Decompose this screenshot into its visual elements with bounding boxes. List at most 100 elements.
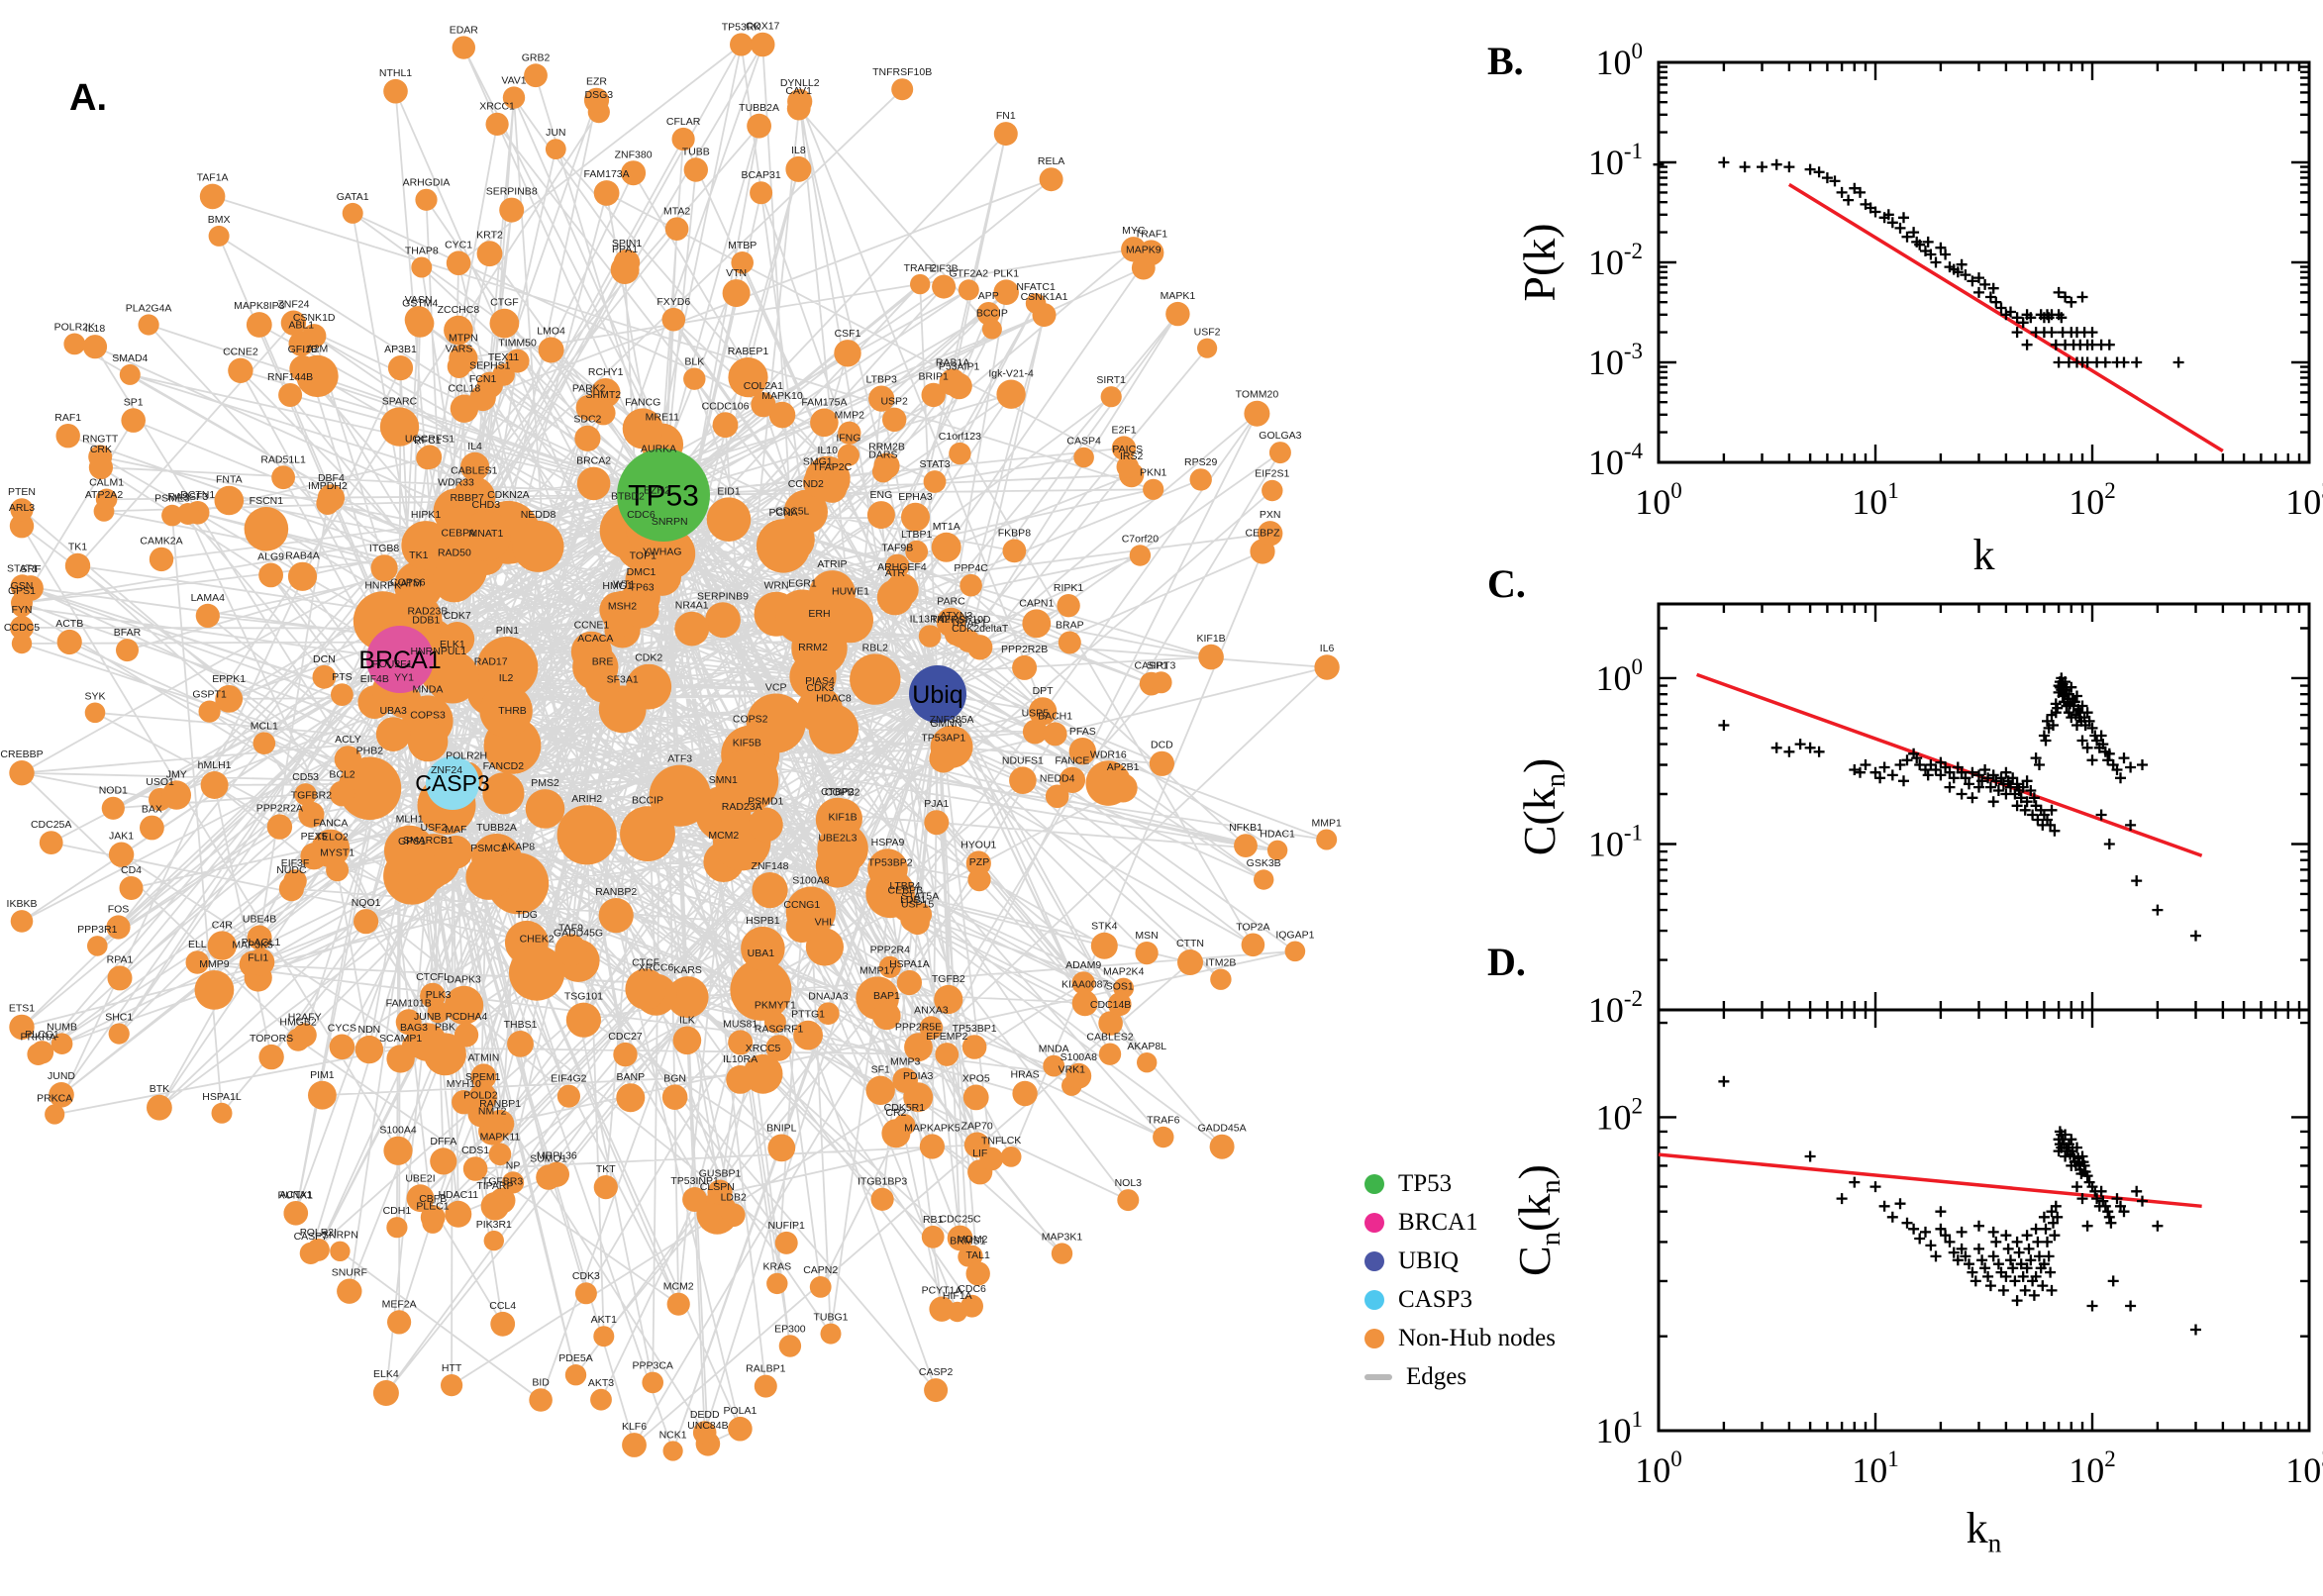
network-node-label: LTBP3 bbox=[866, 374, 897, 386]
network-node-label: E2F1 bbox=[1111, 424, 1136, 436]
network-node-label: LCK bbox=[1001, 1135, 1021, 1147]
tp53-swatch bbox=[1364, 1174, 1384, 1194]
network-node-label: SHMT2 bbox=[586, 389, 622, 401]
network-node-label: VAV1 bbox=[501, 74, 526, 86]
network-node-label: RNGTT bbox=[82, 433, 119, 445]
network-node bbox=[1098, 1043, 1122, 1065]
network-node bbox=[712, 412, 739, 439]
network-node bbox=[967, 635, 993, 660]
network-node bbox=[108, 1023, 130, 1045]
network-node bbox=[683, 157, 708, 182]
network-node-label: CEBPA bbox=[441, 527, 475, 539]
network-node bbox=[662, 1441, 683, 1461]
network-node bbox=[682, 1187, 708, 1212]
network-node-label: MCL1 bbox=[251, 720, 278, 732]
tick-label: 10-2 bbox=[1588, 239, 1643, 282]
network-node-label: HNRNPUL1 bbox=[410, 646, 466, 657]
network-node-label: MMP3 bbox=[890, 1055, 920, 1067]
network-node-label: DCTN1 bbox=[180, 489, 215, 501]
network-node bbox=[809, 1276, 832, 1298]
network-node bbox=[329, 780, 355, 807]
network-node-label: TP63 bbox=[630, 581, 655, 593]
network-node-label: SPIN1 bbox=[612, 238, 643, 249]
network-node bbox=[949, 442, 971, 465]
network-node bbox=[228, 357, 253, 383]
network-node-label: EFEMP2 bbox=[926, 1031, 967, 1043]
network-node-label: RAD23B bbox=[407, 606, 448, 618]
network-node-label: NQO1 bbox=[352, 897, 381, 909]
network-node-label: GADD45G bbox=[554, 928, 603, 940]
network-node-label: ITGB1BP3 bbox=[858, 1176, 907, 1188]
network-node-label: POLR2K bbox=[54, 321, 95, 333]
network-node bbox=[1314, 654, 1340, 680]
network-node-label: ETS1 bbox=[9, 1003, 35, 1015]
network-node bbox=[868, 385, 895, 412]
network-node-label: TAF1A bbox=[197, 172, 229, 184]
network-node-label: RCHY1 bbox=[588, 366, 624, 378]
network-node-label: PIN1 bbox=[496, 625, 520, 637]
network-node-label: TRAF2 bbox=[904, 262, 937, 274]
network-node-label: IL13RA2 bbox=[910, 613, 951, 625]
network-node bbox=[507, 1031, 534, 1057]
tick-label: 100 bbox=[1635, 1446, 1682, 1490]
legend-item-label: UBIQ bbox=[1398, 1247, 1460, 1274]
network-node-label: ACTA1 bbox=[279, 1189, 312, 1201]
network-node bbox=[55, 424, 80, 449]
network-node bbox=[1165, 301, 1190, 327]
network-node-label: VARS bbox=[446, 343, 473, 354]
network-node bbox=[386, 1217, 408, 1239]
network-node bbox=[900, 906, 927, 933]
network-node-label: DYNLL2 bbox=[780, 77, 820, 89]
network-node-label: WDR33 bbox=[438, 476, 474, 488]
network-node bbox=[107, 965, 133, 991]
network-node bbox=[1177, 949, 1203, 975]
network-node-label: CSNK1D bbox=[293, 312, 336, 324]
network-node bbox=[299, 1242, 322, 1264]
network-node-label: PLK3 bbox=[426, 989, 452, 1001]
network-node bbox=[258, 1044, 284, 1070]
plot-frame bbox=[1657, 1008, 2311, 1433]
network-node-label: MNAT1 bbox=[468, 528, 503, 540]
network-node-label: MSN bbox=[1135, 930, 1158, 942]
network-node-label: BRE bbox=[592, 656, 614, 668]
network-node bbox=[962, 1084, 989, 1111]
network-node-label: STK4 bbox=[1091, 921, 1117, 933]
network-node-label: TELO2 bbox=[316, 832, 349, 844]
network-node bbox=[904, 1033, 933, 1062]
network-node-label: GATA1 bbox=[337, 191, 369, 203]
network-node bbox=[1100, 386, 1122, 408]
network-node-label: BID bbox=[532, 1376, 550, 1388]
network-node-label: KIF5B bbox=[733, 738, 761, 749]
network-node-label: HSPB1 bbox=[746, 915, 780, 927]
network-node-label: CTCFL bbox=[416, 971, 450, 983]
network-node bbox=[817, 1002, 840, 1025]
network-node-label: TAF9B bbox=[881, 543, 913, 554]
network-node-label: POU2F1 bbox=[372, 658, 413, 670]
network-node-label: SPARC bbox=[382, 396, 418, 408]
network-node-label: MAPKAPK5 bbox=[904, 1122, 960, 1134]
network-node bbox=[1051, 1243, 1073, 1264]
network-node-label: IL8 bbox=[791, 145, 806, 156]
network-node-label: STAT5A bbox=[901, 891, 939, 903]
network-node bbox=[1085, 760, 1132, 806]
network-node-label: MYST1 bbox=[320, 847, 354, 858]
network-node bbox=[271, 465, 295, 490]
tick-label: 102 bbox=[2069, 1446, 2116, 1490]
network-node-label: COL2A1 bbox=[744, 380, 783, 392]
network-node-label: BRIP1 bbox=[919, 371, 950, 383]
network-node bbox=[976, 302, 1000, 326]
network-node-label: STAT1 bbox=[7, 562, 38, 574]
network-node bbox=[834, 340, 861, 367]
network-node-label: EP300 bbox=[774, 1323, 806, 1335]
network-node-label: CCNE1 bbox=[574, 620, 610, 632]
network-node-label: UBE4B bbox=[243, 914, 276, 926]
network-node bbox=[1254, 869, 1274, 890]
network-node bbox=[407, 721, 449, 762]
network-node-label: TGFB2 bbox=[932, 973, 965, 985]
network-node bbox=[502, 86, 526, 109]
network-node-label: PPA1 bbox=[612, 244, 638, 255]
network-node-label: P53AIP1 bbox=[939, 361, 980, 373]
network-node bbox=[545, 139, 566, 160]
network-node-label: RABEP1 bbox=[728, 346, 769, 357]
network-node-label: VRK1 bbox=[1059, 1063, 1086, 1075]
